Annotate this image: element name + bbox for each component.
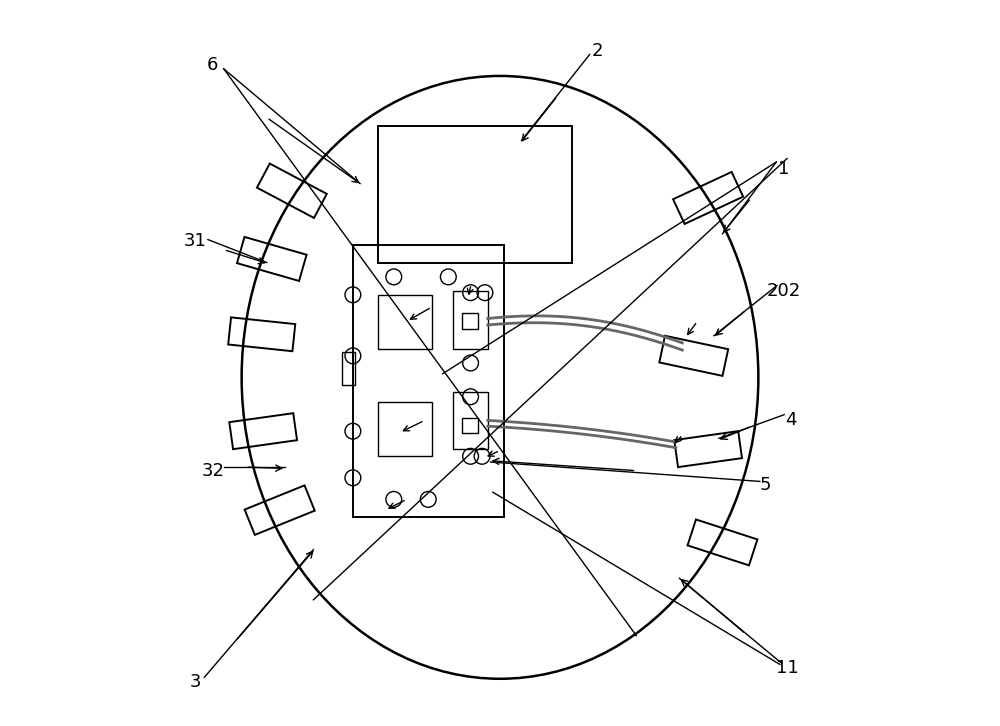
Text: 11: 11: [776, 659, 798, 677]
Text: 32: 32: [201, 462, 224, 480]
Bar: [353, 245, 504, 518]
Bar: [462, 313, 478, 329]
Bar: [453, 291, 488, 348]
Bar: [453, 392, 488, 449]
Text: 202: 202: [766, 282, 801, 301]
Bar: [342, 352, 355, 385]
Text: 1: 1: [778, 160, 789, 178]
Bar: [378, 126, 572, 263]
Text: 2: 2: [591, 42, 603, 60]
Bar: [378, 402, 432, 457]
Text: 6: 6: [207, 56, 219, 74]
Text: 31: 31: [184, 232, 206, 250]
Text: 3: 3: [189, 673, 201, 691]
Bar: [378, 295, 432, 348]
Text: 5: 5: [760, 476, 771, 494]
Bar: [462, 417, 478, 433]
Text: 4: 4: [785, 412, 796, 429]
